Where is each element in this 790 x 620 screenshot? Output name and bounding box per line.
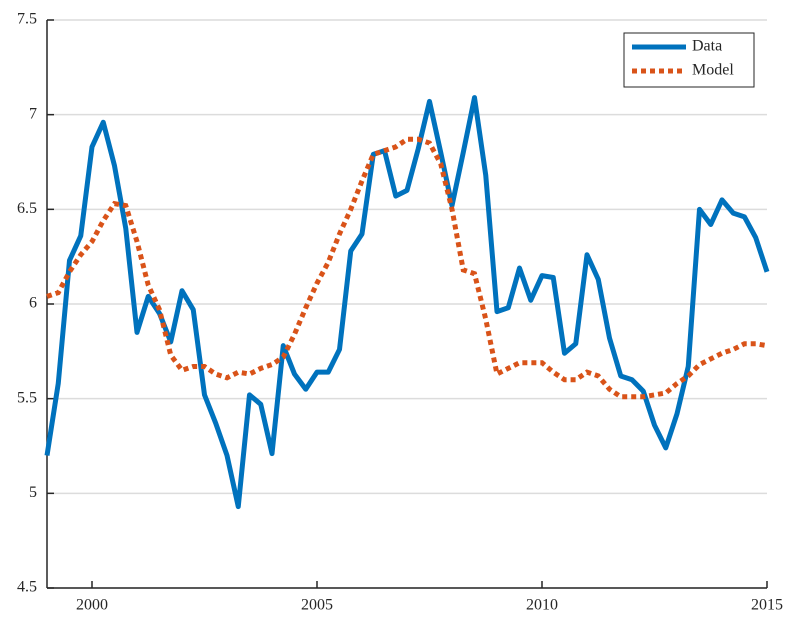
y-tick-label: 6.5: [17, 200, 37, 217]
data-line: [46, 136, 768, 400]
y-tick-label: 7.5: [17, 11, 37, 28]
x-tick-label: 2010: [526, 597, 558, 614]
y-tick-label: 4.5: [17, 579, 37, 596]
legend-label: Model: [692, 62, 734, 79]
y-tick-label: 6: [29, 295, 37, 312]
legend-box: [623, 32, 755, 88]
x-tick-label: 2005: [301, 597, 333, 614]
x-tick-label: 2015: [751, 597, 783, 614]
y-tick-label: 5.5: [17, 389, 37, 406]
y-tick-label: 7: [29, 105, 37, 122]
y-tick-label: 5: [29, 484, 37, 501]
x-tick-label: 2000: [76, 597, 108, 614]
legend-label: Data: [692, 38, 722, 55]
legend: Data Model: [623, 32, 755, 88]
